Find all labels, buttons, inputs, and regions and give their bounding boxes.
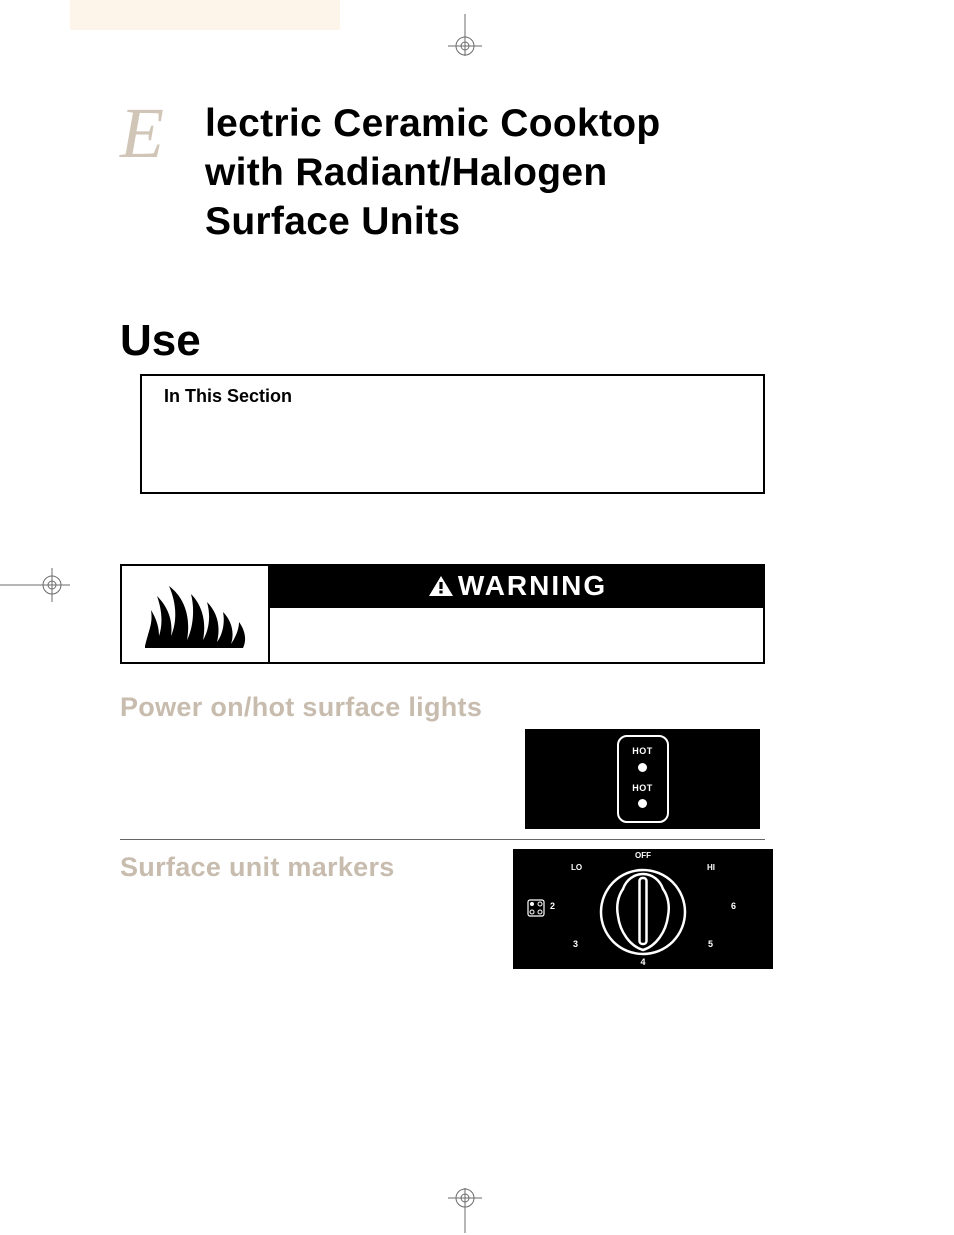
toc-box: In This Section: [140, 374, 765, 494]
knob-label-hi: HI: [707, 863, 715, 872]
section-heading-markers: Surface unit markers: [120, 852, 395, 883]
hot-dot-1: [638, 763, 647, 772]
use-heading: Use: [120, 316, 840, 366]
knob-label-off: OFF: [635, 851, 651, 860]
page-content: E lectric Ceramic Cooktop with Radiant/H…: [120, 100, 840, 969]
knob-num-3: 3: [573, 939, 578, 949]
knob-num-2: 2: [550, 901, 555, 911]
crop-mark-top: [430, 14, 500, 64]
section-heading-power: Power on/hot surface lights: [120, 692, 840, 723]
hot-surface-frame: HOT HOT: [617, 735, 669, 823]
warning-body: [270, 608, 765, 664]
warning-triangle-icon: [428, 575, 454, 597]
section-divider: [120, 839, 765, 840]
knob-num-5: 5: [708, 939, 713, 949]
knob-icon: [588, 854, 698, 964]
knob-label-lo: LO: [571, 863, 582, 872]
main-title: E lectric Ceramic Cooktop with Radiant/H…: [120, 100, 840, 246]
title-line-3: Surface Units: [205, 200, 460, 243]
hot-surface-panel: HOT HOT: [525, 729, 760, 829]
hot-dot-2: [638, 799, 647, 808]
warning-label: WARNING: [458, 570, 607, 602]
fire-icon-box: [120, 564, 270, 664]
marker-icon: [527, 899, 545, 917]
toc-label: In This Section: [164, 386, 741, 407]
warning-block: WARNING: [120, 564, 765, 664]
knob-num-6: 6: [731, 901, 736, 911]
crop-mark-bottom: [430, 1178, 500, 1233]
highlight-bar: [70, 0, 340, 30]
title-line-1: lectric Ceramic Cooktop: [205, 102, 661, 145]
warning-bar: WARNING: [270, 564, 765, 608]
hot-label-1: HOT: [632, 746, 653, 756]
hot-label-2: HOT: [632, 783, 653, 793]
fire-icon: [135, 574, 255, 654]
knob-panel: OFF LO HI 2 3 4 5 6: [513, 849, 773, 969]
drop-cap: E: [120, 92, 164, 175]
title-line-2: with Radiant/Halogen: [205, 151, 608, 194]
crop-mark-left: [0, 555, 80, 615]
knob-num-4: 4: [640, 957, 645, 967]
